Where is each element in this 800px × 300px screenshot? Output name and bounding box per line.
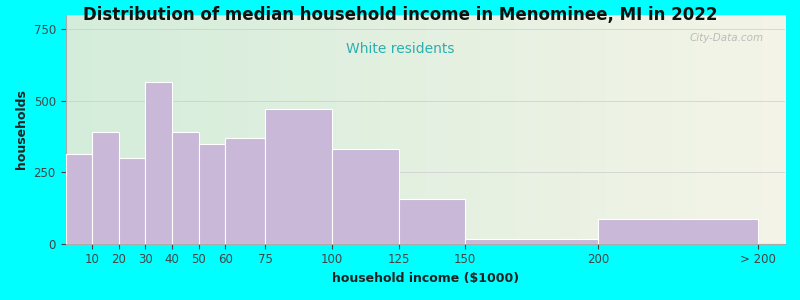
Bar — [226, 138, 266, 244]
Bar — [92, 132, 119, 244]
Bar — [332, 149, 398, 244]
Bar — [172, 132, 198, 244]
Bar — [266, 109, 332, 244]
Text: White residents: White residents — [346, 42, 454, 56]
Text: Distribution of median household income in Menominee, MI in 2022: Distribution of median household income … — [82, 6, 718, 24]
Bar — [398, 200, 466, 244]
X-axis label: household income ($1000): household income ($1000) — [332, 272, 519, 285]
Bar — [66, 154, 92, 244]
Bar — [598, 219, 758, 244]
Bar — [146, 82, 172, 244]
Bar — [119, 158, 146, 244]
Text: City-Data.com: City-Data.com — [690, 33, 763, 43]
Bar — [198, 144, 226, 244]
Bar — [466, 239, 598, 244]
Y-axis label: households: households — [15, 89, 28, 169]
